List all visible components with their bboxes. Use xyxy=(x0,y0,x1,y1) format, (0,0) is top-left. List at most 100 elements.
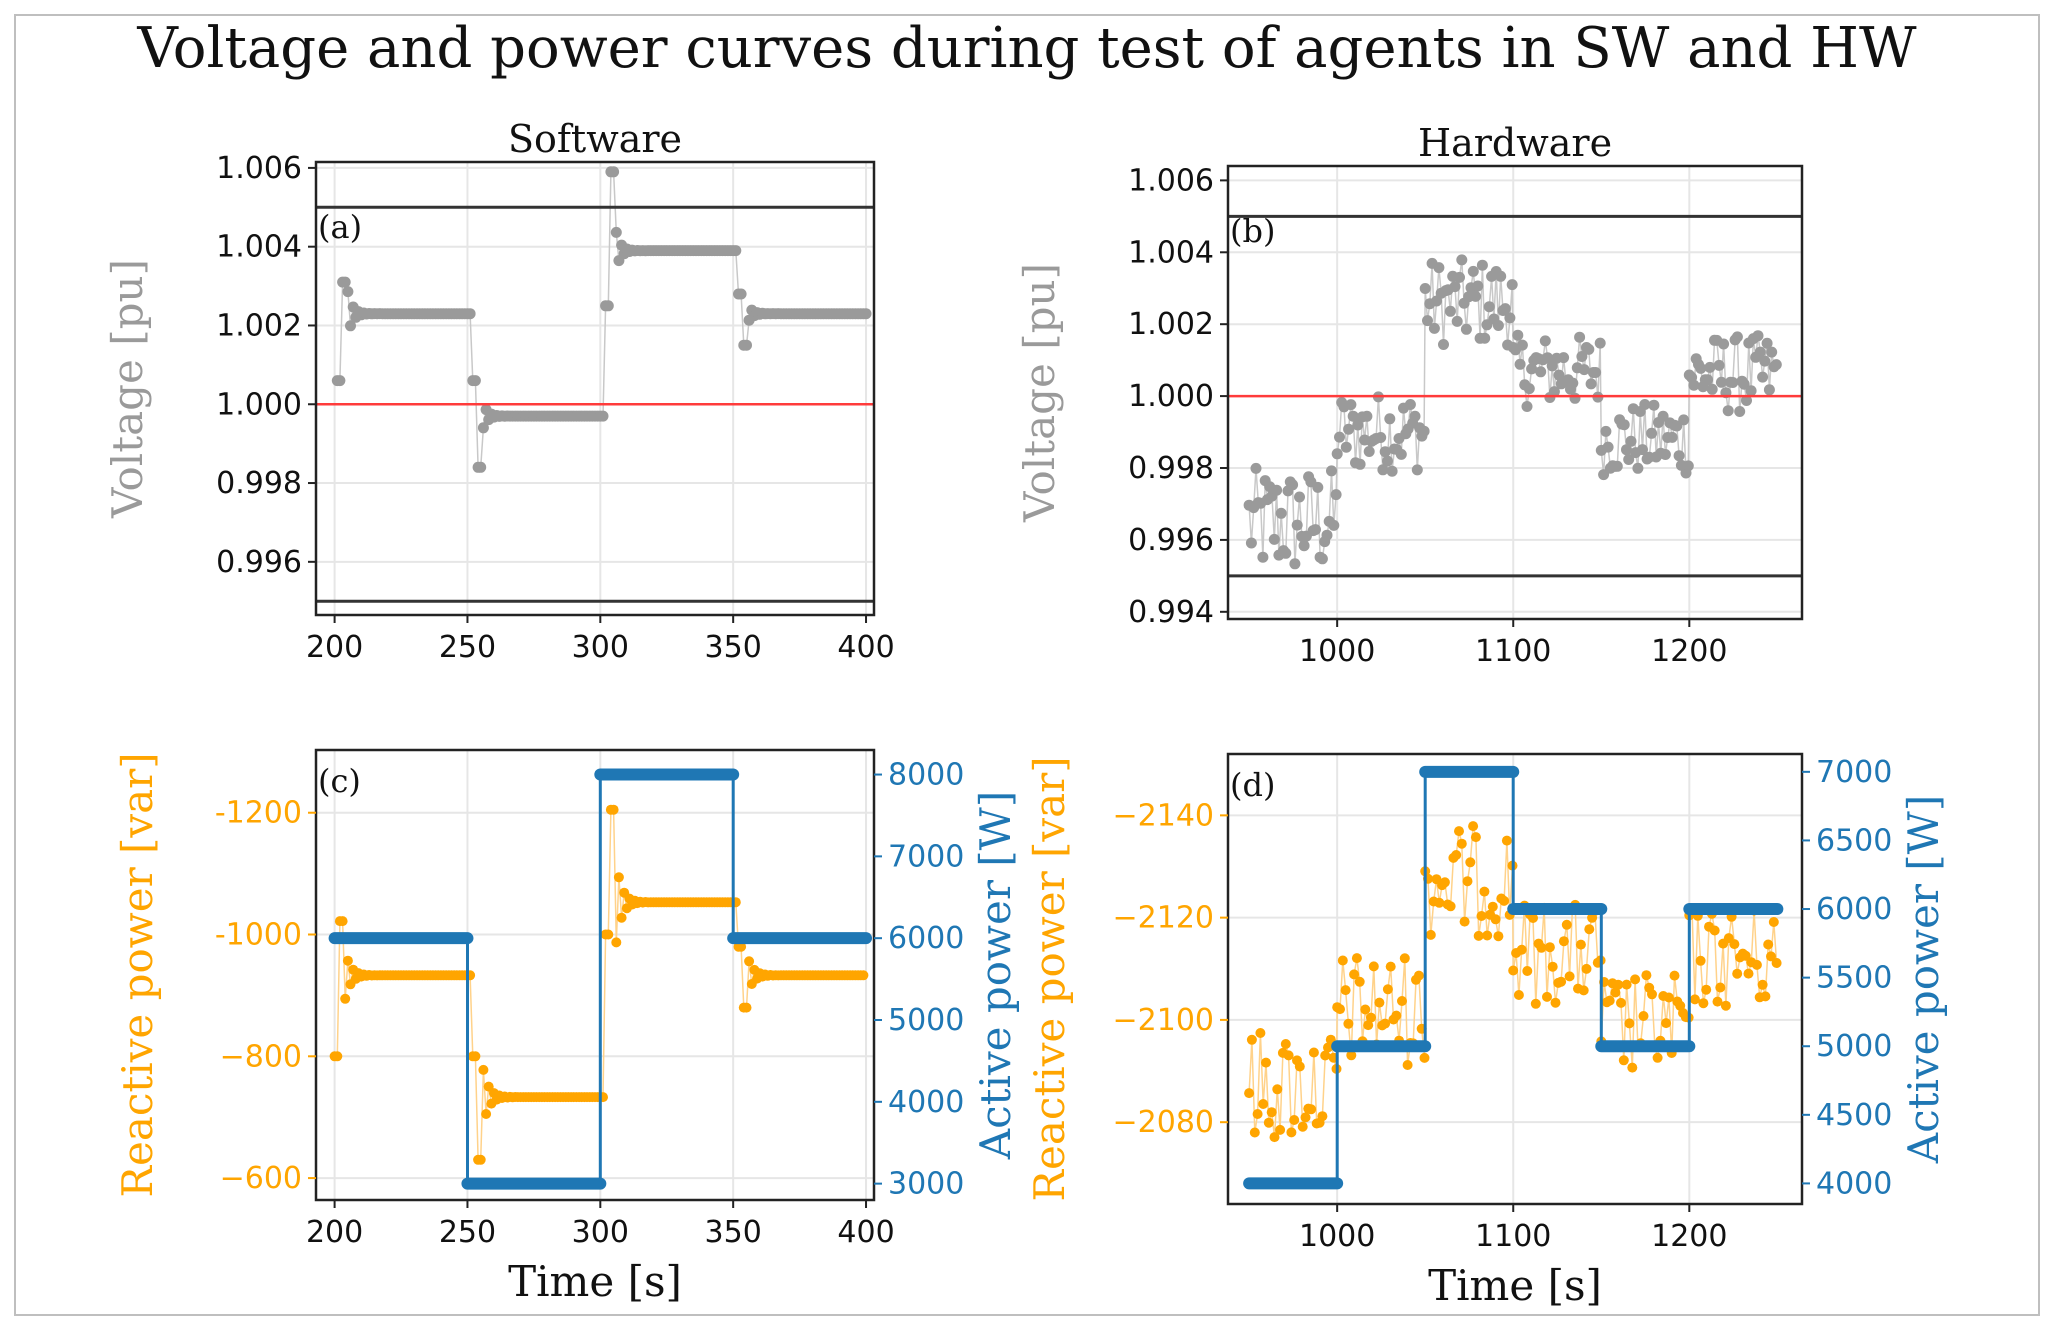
reactive-power-point xyxy=(1490,914,1501,925)
voltage-point xyxy=(1574,331,1586,343)
voltage-point xyxy=(1467,265,1479,277)
x-tick-label: 350 xyxy=(705,1215,762,1250)
reactive-power-point xyxy=(1269,1132,1280,1143)
reactive-power-point xyxy=(1763,939,1774,950)
voltage-point xyxy=(1539,335,1551,347)
voltage-point xyxy=(1419,283,1431,294)
x-tick-label: 1100 xyxy=(1475,634,1551,669)
reactive-power-point xyxy=(1300,1112,1311,1123)
voltage-point xyxy=(1476,259,1488,271)
reactive-power-point xyxy=(858,970,869,981)
voltage-point xyxy=(1673,450,1685,462)
reactive-power-point xyxy=(1294,1061,1305,1072)
reactive-power-point xyxy=(1261,1057,1271,1068)
voltage-point xyxy=(1706,383,1718,395)
reactive-power-point xyxy=(1451,850,1462,860)
panel-title: Hardware xyxy=(1418,121,1612,165)
voltage-point xyxy=(477,422,489,434)
reactive-power-point xyxy=(1558,936,1569,947)
voltage-point xyxy=(1326,465,1337,477)
reactive-power-point xyxy=(1459,916,1470,927)
y-tick-label: 0.998 xyxy=(1128,451,1214,486)
plot-frame xyxy=(314,748,876,1202)
voltage-point xyxy=(1702,374,1714,386)
left-y-tick-label: −2100 xyxy=(1113,1003,1214,1038)
reactive-power-point xyxy=(1340,985,1351,996)
y-tick-label: 1.000 xyxy=(1128,379,1214,414)
reactive-power-point xyxy=(1366,1012,1376,1023)
voltage-point xyxy=(1569,392,1581,404)
reactive-power-point xyxy=(1306,1104,1317,1115)
voltage-point xyxy=(1637,444,1648,456)
voltage-point xyxy=(1451,315,1463,327)
voltage-point xyxy=(1495,270,1507,282)
voltage-point xyxy=(1343,423,1355,435)
x-tick-label: 1000 xyxy=(1299,1219,1375,1254)
reactive-power-point xyxy=(1575,939,1586,950)
panel-label: (c) xyxy=(318,762,361,800)
voltage-point xyxy=(1731,331,1743,343)
reactive-power-point xyxy=(1456,838,1467,849)
x-tick-label: 200 xyxy=(306,1215,363,1250)
reactive-power-point xyxy=(478,1064,489,1075)
voltage-point xyxy=(1523,383,1535,395)
x-tick-label: 350 xyxy=(705,630,762,665)
voltage-point xyxy=(608,166,620,178)
voltage-point xyxy=(1678,414,1690,426)
x-tick-label: 1200 xyxy=(1651,634,1727,669)
voltage-point xyxy=(1449,281,1461,293)
voltage-point xyxy=(1456,254,1468,266)
reactive-power-point xyxy=(1621,979,1632,990)
reactive-power-point xyxy=(1766,951,1776,962)
voltage-point xyxy=(1558,352,1570,364)
reactive-power-point xyxy=(1249,1127,1260,1138)
reactive-power-point xyxy=(1720,1000,1731,1011)
voltage-point xyxy=(1361,410,1373,422)
voltage-point xyxy=(1271,484,1283,496)
voltage-point xyxy=(1411,464,1423,476)
reactive-power-point xyxy=(1501,835,1512,846)
reactive-power-point xyxy=(1522,966,1533,976)
voltage-point xyxy=(1245,537,1257,549)
voltage-point xyxy=(1514,358,1526,370)
reactive-power-point xyxy=(1610,987,1621,998)
voltage-point xyxy=(1506,279,1518,291)
voltage-point xyxy=(1499,303,1511,315)
reactive-power-point xyxy=(1454,826,1464,837)
reactive-power-point xyxy=(1255,1028,1266,1038)
voltage-point xyxy=(1250,462,1262,474)
voltage-point xyxy=(1287,479,1299,491)
voltage-point xyxy=(1763,384,1775,396)
voltage-point xyxy=(1757,371,1769,383)
reactive-power-point xyxy=(1578,985,1589,996)
voltage-point xyxy=(345,320,356,332)
y-tick-label: 0.996 xyxy=(216,545,302,580)
voltage-point xyxy=(1535,366,1547,378)
reactive-power-point xyxy=(736,941,747,952)
voltage-point xyxy=(1704,361,1716,373)
voltage-point xyxy=(1585,378,1597,390)
voltage-point xyxy=(1347,410,1359,422)
voltage-point xyxy=(1257,551,1269,563)
voltage-point xyxy=(1521,401,1533,412)
voltage-point xyxy=(1734,406,1746,417)
reactive-power-point xyxy=(1513,990,1524,1000)
reactive-power-point xyxy=(1434,897,1445,908)
reactive-power-point xyxy=(1732,968,1743,979)
reactive-power-point xyxy=(1346,1050,1357,1061)
reactive-power-point xyxy=(744,956,755,967)
voltage-point xyxy=(1472,280,1484,292)
reactive-power-point xyxy=(1771,958,1782,968)
voltage-point xyxy=(1354,458,1366,470)
active-power-line xyxy=(1249,770,1778,1185)
reactive-power-point xyxy=(1462,876,1473,887)
voltage-point xyxy=(1289,558,1301,570)
reactive-power-point xyxy=(1743,968,1754,979)
reactive-power-point xyxy=(1258,1099,1269,1109)
reactive-power-point xyxy=(1266,1107,1277,1118)
left-y-tick-label: −2140 xyxy=(1113,798,1214,833)
voltage-point xyxy=(1444,305,1456,317)
right-y-tick-label: 5500 xyxy=(1816,961,1892,996)
panel-label: (a) xyxy=(318,208,362,246)
reactive-power-point xyxy=(1391,1010,1402,1021)
